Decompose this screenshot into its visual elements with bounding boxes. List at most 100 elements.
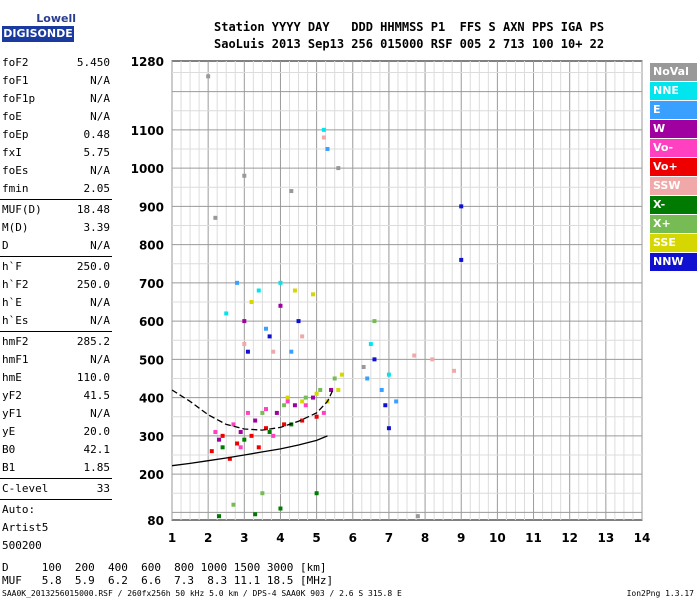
echo-point <box>253 512 258 517</box>
echo-point <box>231 502 236 507</box>
legend-item-ssw: SSW <box>650 177 697 195</box>
echo-point <box>318 387 323 392</box>
echo-point <box>217 437 221 442</box>
x-tick-label: 12 <box>561 531 578 545</box>
echo-point <box>260 410 265 415</box>
param-row: M(D) 3.39 <box>0 219 112 237</box>
echo-point <box>238 430 243 435</box>
param-row: fxI 5.75 <box>0 144 112 162</box>
param-row: h`F 250.0 <box>0 258 112 276</box>
param-name: foF1p <box>2 92 36 105</box>
echo-point <box>289 349 294 354</box>
echo-point <box>386 372 391 377</box>
param-name: yF1 <box>2 407 22 420</box>
echo-point <box>271 433 276 438</box>
x-tick-label: 3 <box>240 531 248 545</box>
echo-point <box>452 368 456 373</box>
echo-point <box>245 410 250 415</box>
echo-point <box>300 399 305 404</box>
param-value: 33 <box>96 482 110 495</box>
echo-point <box>372 319 377 324</box>
param-row: B1 1.85 <box>0 459 112 477</box>
echo-point <box>321 135 326 140</box>
footer-info: SAA0K_2013256015000.RSF / 260fx256h 50 k… <box>2 589 402 598</box>
param-name: D <box>2 239 9 252</box>
y-tick-label: 900 <box>139 200 164 214</box>
param-row: foEp 0.48 <box>0 126 112 144</box>
param-value: 20.0 <box>83 425 111 438</box>
param-value: 0.48 <box>83 128 111 141</box>
param-value: N/A <box>90 296 110 309</box>
echo-point <box>264 426 268 431</box>
echo-point <box>336 387 341 392</box>
param-value: 250.0 <box>76 260 110 273</box>
logo-digisonde-text: DIGISONDE <box>2 26 74 42</box>
param-value: 18.48 <box>76 203 110 216</box>
param-value: N/A <box>90 110 110 123</box>
param-value: 3.39 <box>83 221 111 234</box>
param-value: N/A <box>90 353 110 366</box>
echo-point <box>249 299 254 304</box>
param-row: foF2 5.450 <box>0 54 112 72</box>
echo-point <box>325 146 330 151</box>
param-value: 250.0 <box>76 278 110 291</box>
echo-point <box>220 433 225 438</box>
param-separator <box>0 478 112 479</box>
echo-point <box>267 430 272 435</box>
y-tick-label: 800 <box>139 239 164 253</box>
param-name: Artist5 <box>2 521 49 534</box>
legend-item-noval: NoVal <box>650 63 697 81</box>
logo-lowell-text: Lowell <box>36 12 76 25</box>
param-name: hmE <box>2 371 22 384</box>
param-row: 500200 <box>0 537 112 555</box>
echo-point <box>292 403 297 408</box>
param-name: foF1 <box>2 74 29 87</box>
echo-point <box>361 365 366 369</box>
echo-point <box>267 334 272 339</box>
param-value: N/A <box>90 74 110 87</box>
echo-point <box>256 288 261 293</box>
param-value: 110.0 <box>76 371 110 384</box>
digisonde-logo: Lowell DIGISONDE <box>2 6 82 46</box>
param-separator <box>0 331 112 332</box>
x-tick-label: 13 <box>597 531 614 545</box>
param-name: M(D) <box>2 221 29 234</box>
legend-item-vo-: Vo+ <box>650 158 697 176</box>
y-tick-label: 1000 <box>131 162 164 176</box>
y-tick-label: 500 <box>139 353 164 367</box>
echo-point <box>274 410 279 415</box>
echo-point <box>415 514 420 519</box>
echo-point <box>368 342 373 347</box>
param-value: N/A <box>90 314 110 327</box>
param-name: 500200 <box>2 539 42 552</box>
echo-point <box>249 433 254 438</box>
param-row: D N/A <box>0 237 112 255</box>
echo-point <box>285 399 290 404</box>
profile-curve-lower <box>171 435 328 467</box>
echo-point <box>314 414 319 419</box>
echo-point <box>285 395 290 400</box>
y-tick-label: 400 <box>139 392 164 406</box>
echo-point <box>383 403 388 408</box>
legend-item-e: E <box>650 101 697 119</box>
legend-item-vo-: Vo- <box>650 139 697 157</box>
legend-item-w: W <box>650 120 697 138</box>
legend-item-sse: SSE <box>650 234 697 252</box>
param-row: hmF1 N/A <box>0 351 112 369</box>
echo-point <box>282 422 287 427</box>
echo-point <box>289 189 294 194</box>
echo-point <box>220 445 225 450</box>
x-tick-label: 7 <box>385 531 393 545</box>
echo-point <box>321 127 326 132</box>
echo-point <box>365 376 370 381</box>
legend-item-nne: NNE <box>650 82 697 100</box>
param-row: yF2 41.5 <box>0 387 112 405</box>
param-value: 5.75 <box>83 146 111 159</box>
x-tick-label: 8 <box>421 531 429 545</box>
param-value: N/A <box>90 164 110 177</box>
echo-point <box>245 349 250 354</box>
y-tick-label: 200 <box>139 468 164 482</box>
echo-point <box>459 204 464 209</box>
param-row: hmE 110.0 <box>0 369 112 387</box>
parameter-list: foF2 5.450 foF1 N/A foF1p N/A foE N/A foEp 0.48 fx… <box>0 54 112 555</box>
